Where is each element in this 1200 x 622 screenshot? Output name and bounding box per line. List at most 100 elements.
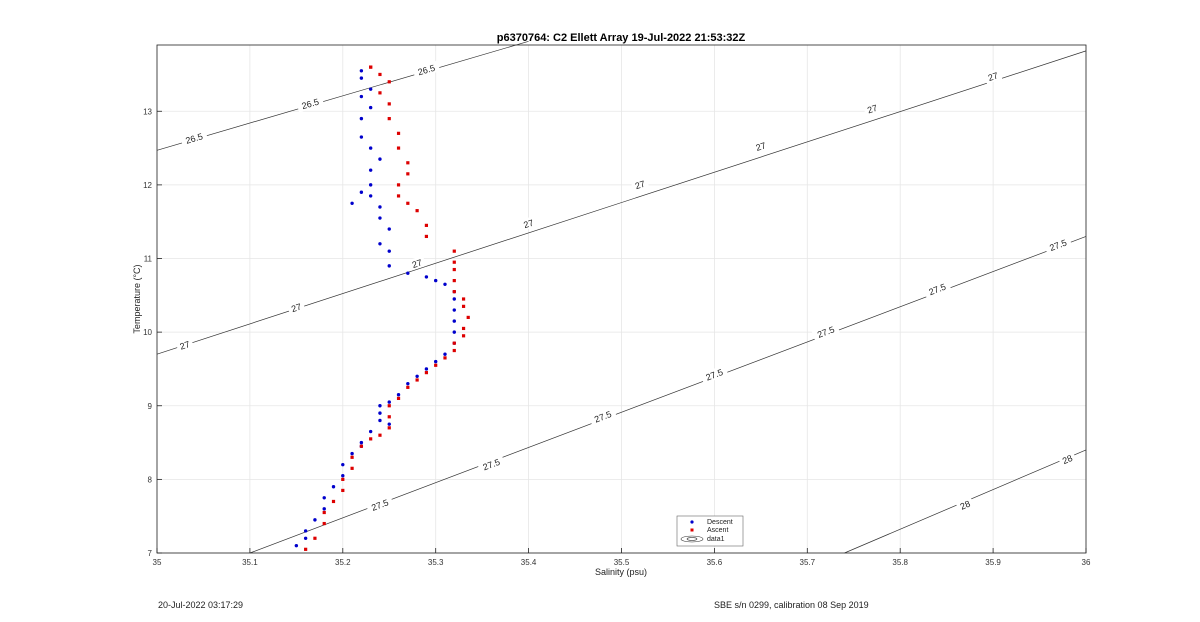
contour-label: 27 <box>866 103 879 116</box>
legend-ascent-label: Ascent <box>707 527 728 534</box>
legend-descent-label: Descent <box>707 519 733 526</box>
contour-label: 27 <box>522 218 535 231</box>
y-tick-label: 9 <box>148 402 153 411</box>
contour-label-bg <box>751 138 771 154</box>
ascent-point <box>304 547 308 551</box>
contour-line-27 <box>156 50 1087 355</box>
contour-label-bg <box>983 68 1003 84</box>
y-axis-ticks: 7 8 9 10 11 12 13 <box>143 107 162 558</box>
contour-label: 27 <box>634 179 647 192</box>
descent-point <box>359 190 364 194</box>
ascent-point <box>313 536 317 540</box>
x-tick-label: 35.6 <box>707 558 723 567</box>
contour-label: 27.5 <box>370 497 390 513</box>
descent-point <box>434 359 438 364</box>
ascent-point <box>350 455 354 459</box>
x-tick-label: 35 <box>153 558 162 567</box>
legend-box <box>676 515 744 547</box>
descent-point <box>387 227 391 231</box>
contour-label: 27 <box>290 302 303 315</box>
contour-label-bg <box>630 176 650 193</box>
ascent-point <box>406 201 410 205</box>
y-tick-label: 13 <box>143 107 152 116</box>
y-tick-label: 10 <box>143 328 152 337</box>
ascent-point <box>406 161 410 165</box>
ascent-point <box>424 371 429 375</box>
contour-label-bg <box>296 94 325 113</box>
descent-point <box>294 543 299 548</box>
x-tick-label: 35.7 <box>800 558 816 567</box>
descent-point <box>359 94 364 99</box>
descent-point <box>452 308 456 312</box>
ascent-point <box>452 249 456 253</box>
contour-label: 27 <box>179 339 192 352</box>
ascent-point <box>369 65 373 69</box>
ascent-point <box>452 348 456 353</box>
descent-point <box>368 429 373 434</box>
contour-label: 27.5 <box>481 457 501 473</box>
descent-point <box>359 69 364 73</box>
ascent-point <box>387 415 391 419</box>
contour-label: 27.5 <box>927 282 947 298</box>
contour-label-bg <box>862 100 882 117</box>
descent-point <box>368 146 373 150</box>
contour-label-bg <box>955 496 975 513</box>
ascent-point <box>406 385 410 389</box>
descent-point <box>322 496 326 500</box>
descent-point <box>368 105 373 110</box>
ascent-point <box>387 102 391 106</box>
descent-point <box>452 319 456 323</box>
contour-label-bg <box>1057 450 1077 468</box>
contour-label-bg <box>477 454 506 474</box>
descent-point <box>452 297 456 301</box>
contour-label: 26.5 <box>417 63 437 78</box>
descent-point <box>378 157 382 161</box>
ascent-point <box>424 234 429 239</box>
legend-descent-marker <box>690 520 694 524</box>
descent-point <box>406 271 410 275</box>
y-tick-label: 12 <box>143 181 152 190</box>
ascent-point <box>443 356 447 360</box>
legend-contour-label: data1 <box>707 536 725 543</box>
x-tick-label: 35.9 <box>985 558 1001 567</box>
ascent-point <box>369 437 373 441</box>
descent-point <box>368 168 373 172</box>
x-tick-label: 36 <box>1082 558 1091 567</box>
contour-label: 27 <box>755 140 768 153</box>
ascent-point <box>452 267 456 272</box>
ascent-point <box>452 278 456 283</box>
ascent-point <box>322 510 326 515</box>
descent-point <box>387 264 391 268</box>
ascent-point <box>461 297 466 301</box>
descent-point <box>424 367 429 371</box>
descent-point <box>350 201 354 205</box>
ascent-point <box>341 477 345 481</box>
descent-point <box>303 536 308 540</box>
contour-label-bg <box>923 279 952 299</box>
descent-point <box>331 485 336 489</box>
contour-label-bg <box>519 215 538 232</box>
x-tick-label: 35.2 <box>335 558 351 567</box>
legend-ascent-marker <box>690 528 694 532</box>
descent-point <box>443 352 447 356</box>
legend-contour-marker-inner <box>686 537 698 541</box>
descent-point <box>322 507 326 511</box>
contour-label: 27 <box>987 70 1000 83</box>
contour-label-bg <box>1043 235 1073 255</box>
contour-label-bg <box>365 494 394 515</box>
descent-point <box>359 440 364 445</box>
descent-point <box>368 183 373 187</box>
descent-point <box>359 135 364 139</box>
ascent-point <box>322 521 326 526</box>
legend: Descent Ascent data1 <box>676 515 744 547</box>
descent-point <box>378 411 382 415</box>
descent-point <box>387 422 391 426</box>
ascent-point <box>461 334 466 338</box>
ascent-point <box>359 444 363 448</box>
sensor-calibration-note: SBE s/n 0299, calibration 08 Sep 2019 <box>714 600 869 610</box>
ascent-point <box>396 183 401 187</box>
x-tick-label: 35.3 <box>428 558 444 567</box>
contour-label-bg <box>811 321 840 342</box>
descent-point <box>452 330 456 334</box>
